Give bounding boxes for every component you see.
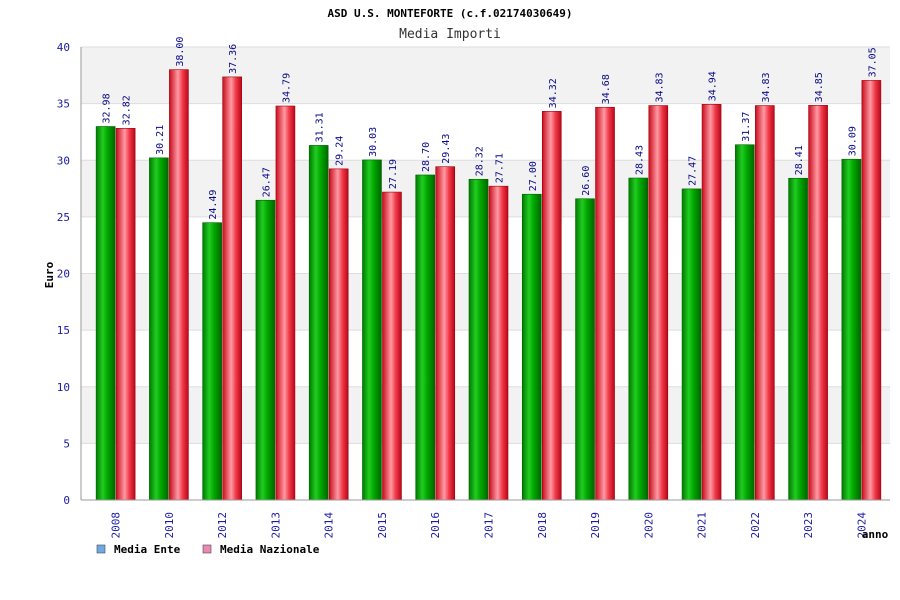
bar-media-nazionale-2008 — [115, 128, 136, 501]
bar-media-nazionale-2022 — [755, 105, 775, 501]
y-tick-label: 5 — [63, 437, 70, 450]
bar-media-ente-2012 — [202, 222, 222, 501]
data-label: 37.36 — [228, 44, 239, 74]
data-label: 31.37 — [741, 112, 752, 142]
data-label: 24.49 — [208, 190, 219, 220]
x-tick-label: 2012 — [216, 512, 229, 539]
x-tick-label: 2008 — [110, 512, 123, 539]
x-tick-label: 2018 — [536, 512, 549, 539]
data-label: 28.41 — [794, 145, 805, 175]
data-label: 28.70 — [421, 142, 432, 172]
bar-media-ente-2010 — [149, 157, 169, 501]
bar-media-ente-2008 — [95, 126, 116, 501]
bar-media-nazionale-2020 — [648, 105, 669, 501]
data-label: 34.85 — [814, 72, 825, 102]
bar-media-nazionale-2012 — [222, 76, 242, 501]
y-tick-label: 15 — [57, 324, 70, 337]
data-label: 27.00 — [528, 161, 539, 191]
bar-media-ente-2013 — [255, 199, 276, 501]
data-label: 34.79 — [281, 73, 292, 103]
bar-media-nazionale-2014 — [328, 168, 349, 501]
x-axis-ticks: 2008 2010 2012 2013 2014 2015 2016 2017 2018 2019… — [110, 512, 869, 539]
bar-media-nazionale-2023 — [808, 105, 828, 501]
bar-media-ente-2019 — [575, 198, 595, 501]
y-axis-label: Euro — [43, 261, 56, 288]
x-tick-label: 2013 — [269, 512, 282, 539]
x-tick-label: 2014 — [323, 512, 336, 539]
bar-media-ente-2021 — [681, 188, 702, 501]
data-labels: 32.98 32.82 30.21 38.00 24.49 37.36 26.47 34.79… — [102, 37, 879, 220]
bar-media-ente-2017 — [468, 178, 489, 501]
data-label: 31.31 — [315, 112, 326, 142]
data-label: 28.43 — [634, 145, 645, 175]
data-label: 28.32 — [475, 146, 486, 176]
bar-media-nazionale-2013 — [275, 105, 296, 501]
bar-media-ente-2016 — [415, 174, 436, 501]
bar-media-nazionale-2024 — [861, 80, 882, 501]
data-label: 27.47 — [688, 156, 699, 186]
data-label: 27.71 — [495, 153, 506, 183]
y-axis-ticks: 0 5 10 15 20 25 30 35 40 — [57, 41, 70, 507]
chart-subtitle: Media Importi — [399, 27, 501, 42]
x-tick-label: 2021 — [696, 512, 709, 539]
y-tick-label: 25 — [57, 211, 70, 224]
bar-media-ente-2014 — [308, 145, 329, 501]
y-tick-label: 0 — [63, 494, 70, 507]
legend: Media Ente Media Nazionale — [96, 543, 320, 556]
x-tick-label: 2023 — [802, 512, 815, 539]
data-label: 34.94 — [708, 71, 719, 101]
legend-swatch-media-ente — [96, 544, 106, 554]
bar-media-nazionale-2010 — [169, 69, 189, 501]
legend-label-media-ente: Media Ente — [114, 543, 181, 556]
x-tick-label: 2010 — [163, 512, 176, 539]
bar-media-nazionale-2021 — [701, 104, 722, 501]
bar-media-nazionale-2016 — [435, 166, 456, 501]
data-label: 37.05 — [867, 47, 878, 77]
x-tick-label: 2022 — [749, 512, 762, 539]
bars — [95, 69, 882, 501]
bar-media-ente-2015 — [362, 159, 382, 501]
data-label: 32.98 — [102, 93, 113, 123]
x-tick-label: 2024 — [855, 512, 868, 539]
data-label: 27.19 — [388, 159, 399, 189]
data-label: 26.60 — [581, 166, 592, 196]
x-axis-label: anno — [862, 528, 889, 541]
bar-media-ente-2018 — [521, 193, 542, 501]
data-label: 34.68 — [601, 74, 612, 104]
y-tick-label: 35 — [57, 98, 70, 111]
bar-media-ente-2020 — [628, 177, 649, 501]
legend-label-media-nazionale: Media Nazionale — [220, 543, 320, 556]
data-label: 29.43 — [441, 134, 452, 164]
x-tick-label: 2020 — [642, 512, 655, 539]
data-label: 30.21 — [155, 125, 166, 155]
plot-band — [81, 47, 890, 104]
data-label: 30.09 — [847, 126, 858, 156]
data-label: 29.24 — [335, 136, 346, 166]
x-tick-label: 2019 — [589, 512, 602, 539]
data-label: 34.32 — [548, 78, 559, 108]
y-tick-label: 30 — [57, 154, 70, 167]
bar-media-ente-2023 — [788, 177, 808, 501]
bar-media-nazionale-2019 — [595, 106, 615, 501]
bar-media-nazionale-2018 — [541, 111, 562, 501]
data-label: 34.83 — [654, 72, 665, 102]
x-tick-label: 2017 — [483, 512, 496, 539]
data-label: 34.83 — [761, 72, 772, 102]
data-label: 38.00 — [175, 37, 186, 67]
y-tick-label: 10 — [57, 381, 70, 394]
x-tick-label: 2015 — [376, 512, 389, 539]
x-tick-label: 2016 — [429, 512, 442, 539]
bar-media-ente-2024 — [841, 158, 862, 501]
bar-media-ente-2022 — [735, 144, 755, 501]
data-label: 30.03 — [368, 127, 379, 157]
y-tick-label: 40 — [57, 41, 70, 54]
bar-media-nazionale-2017 — [488, 185, 509, 501]
y-tick-label: 20 — [57, 268, 70, 281]
data-label: 32.82 — [122, 95, 133, 125]
bar-media-nazionale-2015 — [382, 191, 402, 501]
chart-title: ASD U.S. MONTEFORTE (c.f.02174030649) — [327, 7, 572, 20]
data-label: 26.47 — [261, 167, 272, 197]
legend-swatch-media-nazionale — [202, 544, 212, 554]
